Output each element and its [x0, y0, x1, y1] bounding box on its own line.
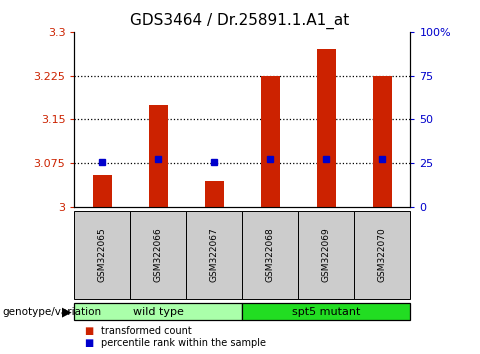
Bar — [149, 105, 168, 207]
Text: ■: ■ — [84, 326, 93, 336]
Text: GSM322066: GSM322066 — [154, 228, 163, 282]
Text: wild type: wild type — [133, 307, 184, 316]
Bar — [372, 76, 392, 207]
Text: genotype/variation: genotype/variation — [2, 307, 102, 316]
Text: GSM322065: GSM322065 — [98, 228, 107, 282]
Text: GDS3464 / Dr.25891.1.A1_at: GDS3464 / Dr.25891.1.A1_at — [131, 12, 349, 29]
Text: transformed count: transformed count — [101, 326, 192, 336]
Text: spt5 mutant: spt5 mutant — [292, 307, 360, 316]
Bar — [93, 175, 112, 207]
Bar — [317, 50, 336, 207]
Text: GSM322068: GSM322068 — [266, 228, 275, 282]
Text: GSM322067: GSM322067 — [210, 228, 219, 282]
Bar — [261, 76, 280, 207]
Text: ▶: ▶ — [62, 305, 72, 318]
Text: percentile rank within the sample: percentile rank within the sample — [101, 338, 266, 348]
Text: GSM322069: GSM322069 — [322, 228, 331, 282]
Text: GSM322070: GSM322070 — [378, 228, 387, 282]
Bar — [204, 181, 224, 207]
Text: ■: ■ — [84, 338, 93, 348]
